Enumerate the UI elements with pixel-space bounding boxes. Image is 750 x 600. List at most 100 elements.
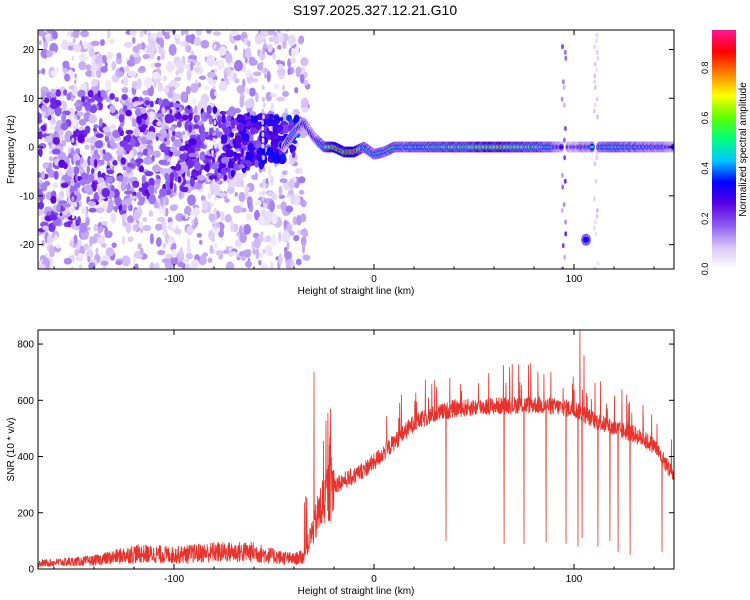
y-tick-label: 600 <box>17 396 34 407</box>
spectrogram-cell <box>170 256 179 266</box>
spectrogram-cell <box>103 152 113 162</box>
spectrogram-cell <box>218 119 222 129</box>
spectrogram-cell <box>174 131 183 139</box>
spectrogram-cell <box>187 105 191 110</box>
spectrogram-cell <box>163 87 170 94</box>
spectrogram-cell <box>293 117 298 123</box>
spectrogram-cell <box>244 189 249 200</box>
spectrogram-streak <box>213 44 217 50</box>
spectrogram-cell <box>250 114 254 122</box>
spectrogram-cell <box>193 36 202 47</box>
spectrogram-cell <box>245 213 252 221</box>
spectrogram-cell <box>141 174 146 184</box>
spectrogram-cell <box>38 69 42 75</box>
spectrogram-cell <box>266 70 271 83</box>
spectrogram-cell <box>266 251 274 257</box>
spectrogram-cell <box>93 223 98 232</box>
spectrogram-cell <box>123 105 128 112</box>
y-tick-label: 0 <box>28 565 34 576</box>
spectrogram-cell <box>247 202 251 209</box>
spectrogram-cell <box>188 152 197 158</box>
spectrogram-cell <box>256 124 261 130</box>
spectrogram-streak <box>264 67 268 73</box>
spectrogram-cell <box>300 199 307 208</box>
spectrogram-cell <box>194 216 198 228</box>
spectrogram-cell <box>302 79 309 86</box>
snr-ticks: -100 0 100 0 200 400 600 800 <box>17 330 674 585</box>
spectrogram-cell <box>246 120 252 127</box>
spectrogram-streak <box>596 207 599 213</box>
spectrogram-cell <box>285 30 290 33</box>
spectrogram-streak <box>74 90 78 96</box>
spectrogram-cell <box>89 235 93 247</box>
spectrogram-streak <box>593 73 597 79</box>
spectrogram-cell <box>135 122 139 132</box>
spectrogram-cell <box>254 34 264 45</box>
spectrogram-cell <box>182 130 186 136</box>
spectrogram-cell <box>226 166 231 173</box>
spectrogram-cell <box>214 184 221 196</box>
spectrogram-cell <box>60 182 69 188</box>
spectrogram-streak <box>563 254 567 260</box>
spectrogram-cell <box>86 165 90 175</box>
spectrogram-cell <box>187 194 196 206</box>
snr-series-line <box>38 330 674 568</box>
spectrogram-cell <box>94 140 104 149</box>
spectrogram-cell <box>133 118 137 125</box>
spectrogram-cell <box>209 244 214 254</box>
spectrogram-cell <box>282 170 288 176</box>
spectrogram-streak <box>595 67 599 73</box>
spectrogram-cell <box>144 170 154 177</box>
spectrogram-cell <box>184 121 189 131</box>
spectrogram-cell <box>269 236 278 246</box>
spectrogram-cell <box>127 205 132 210</box>
spectrogram-cell <box>168 221 174 227</box>
spectrogram-streak <box>593 102 597 108</box>
spectrogram-cell <box>66 93 72 101</box>
spectrogram-cell <box>269 93 278 98</box>
spectrogram-cell <box>142 224 152 232</box>
spectrogram-cell <box>281 153 286 161</box>
spectrogram-cell <box>171 82 181 88</box>
spectrogram-cell <box>215 131 222 137</box>
spectrogram-cell <box>169 126 176 132</box>
spectrogram-cell <box>49 214 58 221</box>
spectrogram-streak <box>560 96 564 102</box>
spectrogram-cell <box>80 207 87 215</box>
spectrogram-cell <box>220 211 225 222</box>
spectrogram-cell <box>178 189 183 200</box>
spectrogram-cell <box>194 161 202 172</box>
spectrogram-streak <box>260 231 264 237</box>
spectrogram-cell <box>252 71 262 77</box>
spectrogram-cell <box>223 173 228 181</box>
spectrogram-cell <box>272 156 281 164</box>
spectrogram-cell <box>58 129 64 136</box>
spectrogram-cell <box>127 236 134 243</box>
spectrogram-cell <box>101 54 107 64</box>
spectrogram-cell <box>120 181 126 192</box>
spectrogram-cell <box>271 192 278 201</box>
spectrogram-cell <box>74 181 81 189</box>
spectrogram-cell <box>191 172 199 177</box>
spectrogram-cell <box>149 100 154 108</box>
spectrogram-cell <box>127 162 132 168</box>
spectrogram-streak <box>596 114 599 120</box>
spectrogram-cell <box>272 52 276 60</box>
spectrogram-cell <box>208 127 215 134</box>
spectrogram-cell <box>153 201 159 209</box>
spectrogram-streak <box>74 114 78 120</box>
spectrogram-cell <box>121 255 131 267</box>
spectrogram-cell <box>283 219 288 229</box>
spectrogram-cell <box>244 186 250 191</box>
spectrogram-cell <box>41 240 45 247</box>
spectrogram-cell <box>105 79 112 91</box>
spectrogram-cell <box>114 196 122 207</box>
spectrogram-cell <box>179 246 184 259</box>
spectrogram-cell <box>186 237 191 248</box>
spectrogram-cell <box>104 61 108 68</box>
spectrogram-cell <box>192 98 197 104</box>
spectrogram-cell <box>198 239 203 245</box>
spectrogram-cell <box>196 232 202 238</box>
spectrogram-streak <box>594 85 597 91</box>
spectrogram-streak <box>70 266 74 269</box>
